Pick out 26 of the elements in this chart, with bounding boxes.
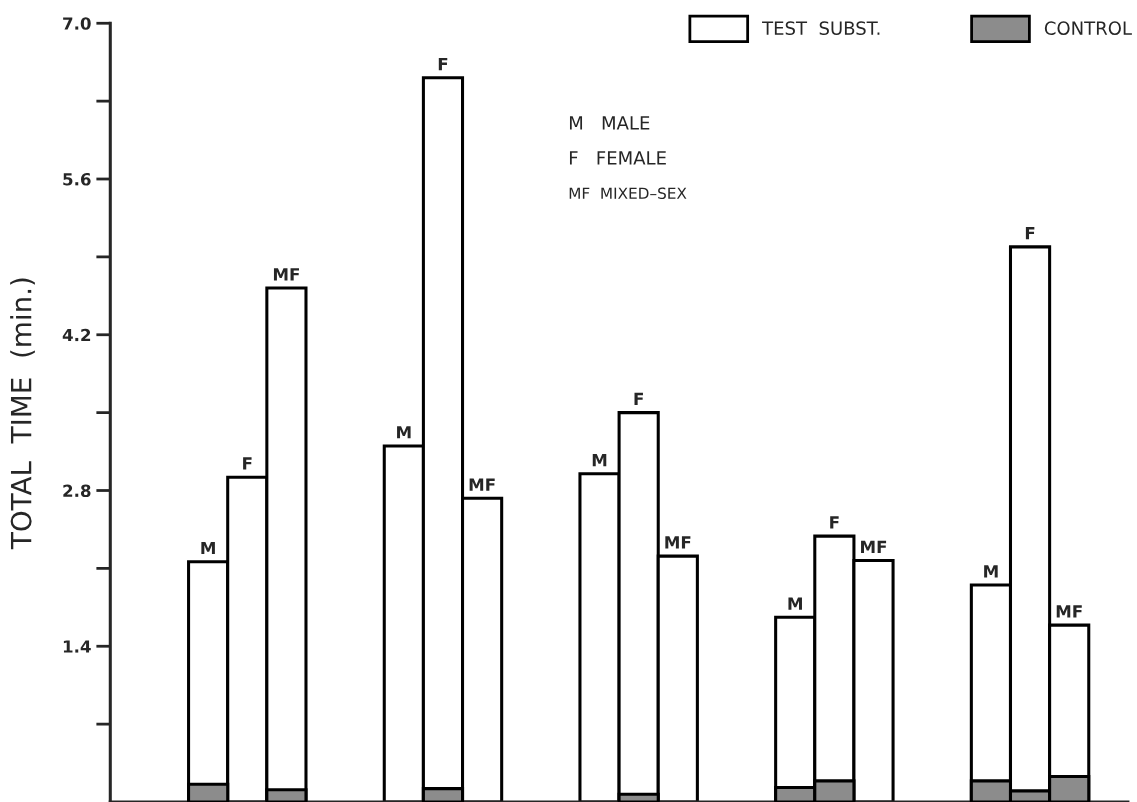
data-label: F	[438, 57, 448, 71]
data-label: MF	[469, 478, 495, 491]
data-label: MF	[861, 540, 887, 553]
annotation: MF MIXED–SEX	[569, 187, 687, 200]
y-axis-title: TOTAL TIME (min.)	[10, 278, 35, 550]
data-label: F	[634, 392, 643, 405]
data-label: MF	[273, 268, 299, 281]
data-label: M	[592, 454, 607, 467]
data-label: F	[1025, 227, 1035, 240]
y-tick-label: 2.8	[63, 484, 91, 498]
data-label: MF	[665, 536, 691, 549]
legend-label: TEST SUBST.	[762, 21, 880, 35]
y-tick-label: 7.0	[63, 17, 91, 30]
data-label: M	[788, 597, 802, 610]
annotation: F FEMALE	[569, 151, 666, 165]
data-label: M	[201, 541, 215, 555]
y-tick-label: 5.6	[63, 172, 91, 186]
annotation: M MALE	[569, 116, 650, 130]
data-label: M	[984, 565, 998, 578]
y-tick-label: 1.4	[63, 640, 91, 653]
data-label: MF	[1056, 605, 1082, 618]
data-label: M	[397, 426, 411, 439]
data-label: F	[830, 516, 839, 529]
y-tick-label: 4.2	[62, 328, 91, 342]
data-label: F	[243, 457, 252, 470]
legend-label: CONTROL	[1044, 21, 1132, 35]
